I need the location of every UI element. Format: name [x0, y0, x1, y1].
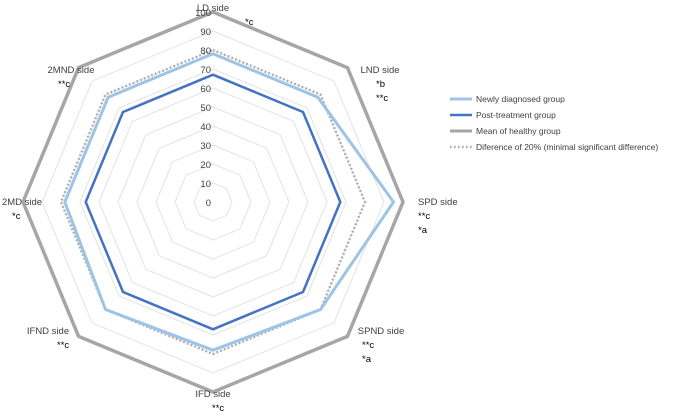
radar-series	[21, 10, 405, 394]
grid-ring	[117, 106, 309, 298]
axis-label: SPD side	[418, 197, 458, 208]
grid-ring	[79, 68, 347, 336]
tick-label: 50	[200, 103, 211, 114]
grid-ring	[136, 125, 290, 279]
tick-label: 80	[200, 46, 211, 57]
significance-label: **c	[57, 340, 69, 351]
significance-label: **c	[418, 211, 430, 222]
axis-labels: LD side *c LND side *b **c SPD side **c *a SPND …	[2, 3, 458, 414]
tick-label: 70	[200, 65, 211, 76]
axis-label: SPND side	[358, 326, 404, 337]
significance-label: **c	[362, 340, 374, 351]
grid-ring	[193, 182, 233, 222]
grid-ring	[174, 163, 252, 241]
significance-label: *a	[418, 225, 428, 236]
grid-ring	[98, 87, 328, 317]
axis-label: LD side	[197, 3, 229, 14]
significance-label: **c	[212, 403, 224, 414]
significance-label: **c	[58, 79, 70, 90]
axis-label: 2MD side	[2, 197, 42, 208]
tick-label: 40	[200, 122, 211, 133]
tick-label: 100	[195, 8, 211, 19]
axis-label: IFD side	[195, 389, 230, 400]
significance-label: **c	[376, 93, 388, 104]
significance-label: *a	[362, 354, 372, 365]
series-line	[21, 10, 405, 394]
series-line	[84, 73, 342, 331]
significance-label: *c	[12, 211, 21, 222]
axis-label: LND side	[360, 65, 399, 76]
tick-label: 10	[200, 179, 211, 190]
grid-ring	[155, 144, 271, 260]
legend-label: Post-treatment group	[476, 110, 556, 120]
tick-label: 0	[206, 198, 211, 209]
axis-label: IFND side	[27, 326, 69, 337]
tick-label: 90	[200, 27, 211, 38]
significance-label: *c	[245, 17, 254, 28]
tick-label: 20	[200, 160, 211, 171]
legend-label: Newly diagnosed group	[476, 94, 565, 104]
legend: Newly diagnosed group Post-treatment grou…	[450, 94, 658, 152]
tick-label: 60	[200, 84, 211, 95]
legend-label: Mean of healthy group	[476, 126, 561, 136]
series-line	[59, 48, 367, 356]
tick-label: 30	[200, 141, 211, 152]
grid-ring	[41, 30, 385, 374]
radial-tick-labels: 0 10 20 30 40 50 60 70 80 90 100	[195, 8, 211, 209]
series-line	[63, 52, 395, 352]
legend-label: Diference of 20% (minimal significant di…	[476, 142, 658, 152]
significance-label: *b	[376, 79, 385, 90]
axis-label: 2MND side	[48, 65, 95, 76]
